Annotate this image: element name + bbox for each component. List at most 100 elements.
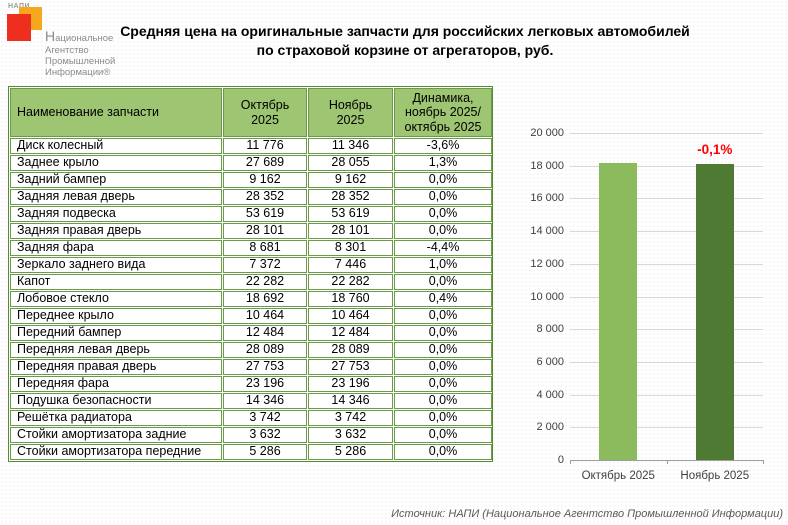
value-cell: 14 346 [308,393,393,410]
table-row: Задний бампер 9 162 9 162 0,0% [10,172,492,189]
part-name-cell: Передняя фара [10,376,222,393]
value-cell: 23 196 [308,376,393,393]
value-cell: 11 776 [223,138,307,155]
value-cell: 5 286 [308,444,393,461]
value-cell: 28 089 [223,342,307,359]
value-cell: 0,0% [394,325,492,342]
column-header-october: Октябрь 2025 [223,88,307,138]
table-row: Стойки амортизатора передние 5 286 5 286 0,… [10,444,492,461]
chart-gridline [570,263,763,265]
chart-gridline [570,361,763,363]
x-axis-category-label: Ноябрь 2025 [680,470,750,482]
value-cell: 28 352 [308,189,393,206]
part-name-cell: Стойки амортизатора задние [10,427,222,444]
value-cell: 28 101 [223,223,307,240]
value-cell: 14 346 [223,393,307,410]
table-row: Передняя правая дверь 27 753 27 753 0,0% [10,359,492,376]
y-axis-tick-label: 18 000 [530,159,564,172]
logo-red-square-icon [7,14,31,41]
chart-gridline [570,427,763,429]
y-axis-tick-label: 20 000 [530,127,564,139]
part-name-cell: Передняя левая дверь [10,342,222,359]
page-title-line1: Средняя цена на оригинальные запчасти дл… [120,23,690,39]
page-title: Средняя цена на оригинальные запчасти дл… [110,22,700,60]
value-cell: 3 632 [223,427,307,444]
table-row: Стойки амортизатора задние 3 632 3 632 0,0% [10,427,492,444]
page-title-line2: по страховой корзине от агрегаторов, руб… [256,41,554,58]
value-cell: 10 464 [308,308,393,325]
table-header-row: Наименование запчасти Октябрь 2025 Ноябр… [10,88,492,138]
y-axis-tick-label: 14 000 [530,225,564,238]
value-cell: 0,0% [394,308,492,325]
table-row: Лобовое стекло 18 692 18 760 0,4% [10,291,492,308]
table-row: Задняя фара 8 681 8 301 -4,4% [10,240,492,257]
value-cell: 0,0% [394,359,492,376]
part-name-cell: Диск колесный [10,138,222,155]
part-name-cell: Задняя правая дверь [10,223,222,240]
chart-gridline [570,165,763,167]
value-cell: 18 760 [308,291,393,308]
part-name-cell: Заднее крыло [10,155,222,172]
chart-bar-november [695,163,734,460]
value-cell: 53 619 [308,206,393,223]
part-name-cell: Переднее крыло [10,308,222,325]
value-cell: 0,0% [394,206,492,223]
part-name-cell: Передняя правая дверь [10,359,222,376]
change-percent-label: -0,1% [697,141,733,157]
chart-gridline [570,231,763,233]
value-cell: 0,4% [394,291,492,308]
parts-price-table: Наименование запчасти Октябрь 2025 Ноябр… [9,87,493,461]
value-cell: 12 484 [223,325,307,342]
value-cell: 1,0% [394,257,492,274]
value-cell: 3 742 [223,410,307,427]
part-name-cell: Решётка радиатора [10,410,222,427]
value-cell: 0,0% [394,444,492,461]
value-cell: 0,0% [394,427,492,444]
value-cell: 27 753 [223,359,307,376]
value-cell: -4,4% [394,240,492,257]
table-row: Зеркало заднего вида 7 372 7 446 1,0% [10,257,492,274]
part-name-cell: Задний бампер [10,172,222,189]
value-cell: 0,0% [394,189,492,206]
y-axis-tick-label: 8 000 [536,323,564,336]
table-row: Задняя левая дверь 28 352 28 352 0,0% [10,189,492,206]
table-row: Решётка радиатора 3 742 3 742 0,0% [10,410,492,427]
logo-line: Национальное [45,28,114,44]
value-cell: -3,6% [394,138,492,155]
value-cell: 0,0% [394,342,492,359]
logo-line: Агентство [45,44,89,56]
value-cell: 0,0% [394,274,492,291]
part-name-cell: Стойки амортизатора передние [10,444,222,461]
table-row: Передняя фара 23 196 23 196 0,0% [10,376,492,393]
x-axis-tick [763,460,764,464]
table-row: Подушка безопасности 14 346 14 346 0,0% [10,393,492,410]
table-row: Переднее крыло 10 464 10 464 0,0% [10,308,492,325]
y-axis-tick-label: 4 000 [536,388,564,401]
value-cell: 7 372 [223,257,307,274]
chart-gridline [570,133,763,134]
chart-gridline [570,394,763,396]
table-row: Передняя левая дверь 28 089 28 089 0,0% [10,342,492,359]
value-cell: 9 162 [308,172,393,189]
value-cell: 28 055 [308,155,393,172]
value-cell: 0,0% [394,172,492,189]
logo-line: Информации® [45,66,111,78]
value-cell: 0,0% [394,410,492,427]
value-cell: 27 753 [308,359,393,376]
value-cell: 18 692 [223,291,307,308]
value-cell: 28 352 [223,189,307,206]
part-name-cell: Подушка безопасности [10,393,222,410]
table-row: Капот 22 282 22 282 0,0% [10,274,492,291]
table-row: Передний бампер 12 484 12 484 0,0% [10,325,492,342]
column-header-dynamics: Динамика, ноябрь 2025/ октябрь 2025 [394,88,492,138]
y-axis-tick-label: 16 000 [530,192,564,205]
value-cell: 11 346 [308,138,393,155]
chart-gridline [570,198,763,200]
table-row: Задняя подвеска 53 619 53 619 0,0% [10,206,492,223]
source-note: Источник: НАПИ (Национальное Агентство П… [391,508,783,520]
chart-gridline [570,329,763,331]
value-cell: 22 282 [223,274,307,291]
x-axis-tick [666,460,668,464]
part-name-cell: Задняя фара [10,240,222,257]
